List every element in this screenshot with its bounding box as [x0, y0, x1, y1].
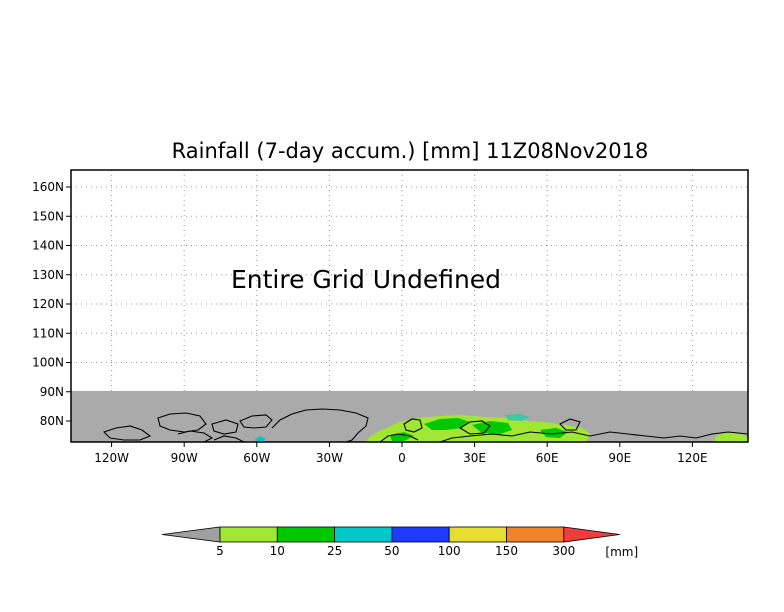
- colorbar-bin: [276, 526, 335, 543]
- colorbar-label: 25: [327, 544, 342, 558]
- precip-patch-green: [424, 418, 470, 430]
- map-title: Rainfall (7-day accum.) [mm] 11Z08Nov201…: [172, 139, 649, 163]
- precip-patch-teal: [254, 436, 266, 442]
- precip-patch-teal: [505, 414, 530, 421]
- y-tick-label: 100N: [32, 356, 64, 370]
- colorbar-label: 100: [438, 544, 461, 558]
- undefined-grid-message: Entire Grid Undefined: [231, 265, 501, 294]
- x-tick-label: 90W: [171, 451, 198, 465]
- colorbar-above-triangle: [563, 526, 620, 543]
- x-tick-label: 30E: [463, 451, 486, 465]
- map-frame: [70, 169, 749, 443]
- colorbar-label: 50: [384, 544, 399, 558]
- y-tick-label: 160N: [32, 180, 64, 194]
- y-tick-label: 90N: [40, 385, 64, 399]
- colorbar-bin: [334, 526, 393, 543]
- coastline-greenland-north: [239, 414, 273, 429]
- x-tick-label: 0: [398, 451, 406, 465]
- x-axis: 120W 90W 60W 30W 0 30E 60E 90E 120E: [94, 442, 708, 465]
- grid-lines: [71, 170, 748, 392]
- colorbar-below-triangle: [161, 526, 221, 543]
- coastline-russia: [439, 431, 749, 443]
- precip-patch-green: [540, 428, 568, 438]
- y-tick-label: 80N: [40, 414, 64, 428]
- x-tick-label: 30W: [316, 451, 343, 465]
- colorbar: 5 10 25 50 100 150 300 [mm]: [161, 526, 638, 559]
- precip-patch-light: [714, 432, 748, 442]
- colorbar-unit: [mm]: [605, 545, 638, 559]
- coastlines: [102, 408, 749, 443]
- precip-patch-green: [472, 421, 512, 434]
- y-tick-label: 120N: [32, 297, 64, 311]
- x-tick-label: 120E: [677, 451, 708, 465]
- colorbar-bin: [219, 526, 278, 543]
- y-tick-label: 110N: [32, 326, 64, 340]
- x-tick-label: 60W: [243, 451, 270, 465]
- y-tick-label: 140N: [32, 239, 64, 253]
- coastline-canada-islands: [102, 425, 152, 441]
- precip-patch-green: [390, 432, 414, 441]
- colorbar-label: 10: [270, 544, 285, 558]
- precipitation-areas: [254, 414, 748, 442]
- coastline-svalbard: [403, 418, 423, 433]
- coastline-greenland: [271, 408, 369, 443]
- colorbar-label: 300: [552, 544, 575, 558]
- colorbar-bin: [391, 526, 450, 543]
- colorbar-label: 150: [495, 544, 518, 558]
- x-tick-label: 60E: [536, 451, 559, 465]
- y-axis: 160N 150N 140N 130N 120N 110N 100N 90N 80N: [32, 180, 71, 428]
- y-tick-label: 130N: [32, 268, 64, 282]
- colorbar-label: 5: [216, 544, 224, 558]
- colorbar-bin: [506, 526, 565, 543]
- coastline-novaya-zemlya: [458, 420, 491, 435]
- coastline-canada-islands: [177, 430, 214, 443]
- x-tick-label: 120W: [94, 451, 129, 465]
- colorbar-bin: [448, 526, 507, 543]
- coastline-scandinavia: [379, 433, 419, 443]
- x-tick-label: 90E: [608, 451, 631, 465]
- y-tick-label: 150N: [32, 209, 64, 223]
- coastline-canada-islands: [157, 412, 207, 433]
- coastline-canada-islands: [211, 419, 239, 435]
- coastline-severnaya-zemlya: [559, 418, 581, 431]
- coastline-canada-islands: [213, 435, 245, 443]
